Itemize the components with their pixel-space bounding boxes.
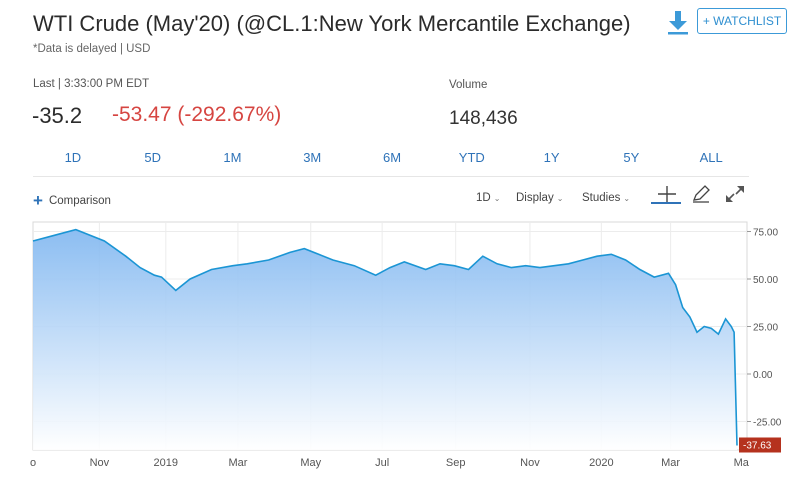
range-tab-all[interactable]: ALL — [699, 150, 723, 165]
comparison-button[interactable]: + Comparison — [33, 192, 111, 209]
display-dropdown[interactable]: Display ⌄ — [516, 192, 563, 204]
x-tick-label: Nov — [90, 457, 110, 469]
interval-label: 1D — [476, 192, 491, 204]
plus-icon: + — [33, 191, 43, 210]
y-tick-label: 0.00 — [753, 370, 773, 381]
range-tab-1d[interactable]: 1D — [64, 150, 82, 165]
active-tool-indicator — [651, 202, 681, 204]
download-icon[interactable] — [666, 9, 690, 35]
chevron-down-icon: ⌄ — [556, 194, 564, 203]
add-to-watchlist-button[interactable]: + WATCHLIST — [697, 8, 787, 34]
x-tick-label: Nov — [520, 457, 540, 469]
range-tab-3m[interactable]: 3M — [303, 150, 322, 165]
x-tick-label: Mar — [228, 457, 247, 469]
x-tick-label: Jul — [375, 457, 389, 469]
range-tab-5d[interactable]: 5D — [144, 150, 161, 165]
last-value-badge — [739, 437, 781, 453]
data-delayed-note: *Data is delayed | USD — [33, 43, 151, 55]
studies-label: Studies — [582, 192, 621, 204]
x-tick-label: Mar — [661, 457, 680, 469]
chevron-down-icon: ⌄ — [493, 194, 501, 203]
x-tick-label: 2020 — [589, 457, 613, 469]
x-tick-label: o — [30, 457, 36, 469]
price-change: -53.47 (-292.67%) — [112, 103, 282, 126]
y-tick-label: -25.00 — [753, 418, 782, 429]
range-tab-6m[interactable]: 6M — [382, 150, 402, 165]
volume-value: 148,436 — [449, 108, 518, 129]
expand-icon[interactable] — [724, 184, 746, 204]
comparison-label: Comparison — [48, 194, 111, 207]
x-tick-label: Sep — [446, 457, 466, 469]
chevron-down-icon: ⌄ — [623, 194, 631, 203]
last-price: -35.2 — [32, 103, 83, 128]
interval-dropdown[interactable]: 1D ⌄ — [476, 192, 500, 204]
price-chart[interactable]: 75.00 50.00 25.00 0.00 -25.00 o Nov 2019 Mar May… — [0, 218, 809, 486]
last-value-label: -37.63 — [743, 440, 772, 451]
y-tick-label: 50.00 — [753, 275, 778, 286]
price-line — [32, 228, 738, 446]
range-tab-ytd[interactable]: YTD — [458, 150, 485, 165]
divider — [33, 176, 749, 177]
x-tick-label: May — [300, 457, 321, 469]
x-tick-label: 2019 — [154, 457, 178, 469]
range-tab-1m[interactable]: 1M — [223, 150, 242, 165]
x-tick-label: Ma — [734, 457, 750, 469]
price-area-fill — [33, 229, 737, 450]
draw-pencil-icon[interactable] — [690, 184, 712, 204]
crosshair-icon[interactable] — [656, 184, 678, 204]
range-tab-5y[interactable]: 5Y — [623, 150, 640, 165]
range-tab-1y[interactable]: 1Y — [543, 150, 560, 165]
page-title: WTI Crude (May'20) (@CL.1:New York Merca… — [33, 11, 631, 36]
display-label: Display — [516, 192, 554, 204]
y-tick-label: 25.00 — [753, 323, 778, 334]
volume-label: Volume — [449, 79, 488, 91]
last-trade-time: Last | 3:33:00 PM EDT — [33, 78, 150, 90]
studies-dropdown[interactable]: Studies ⌄ — [582, 192, 630, 204]
y-tick-label: 75.00 — [753, 228, 778, 239]
time-range-tabs: 1D 5D 1M 3M 6M YTD 1Y 5Y ALL — [33, 150, 751, 165]
